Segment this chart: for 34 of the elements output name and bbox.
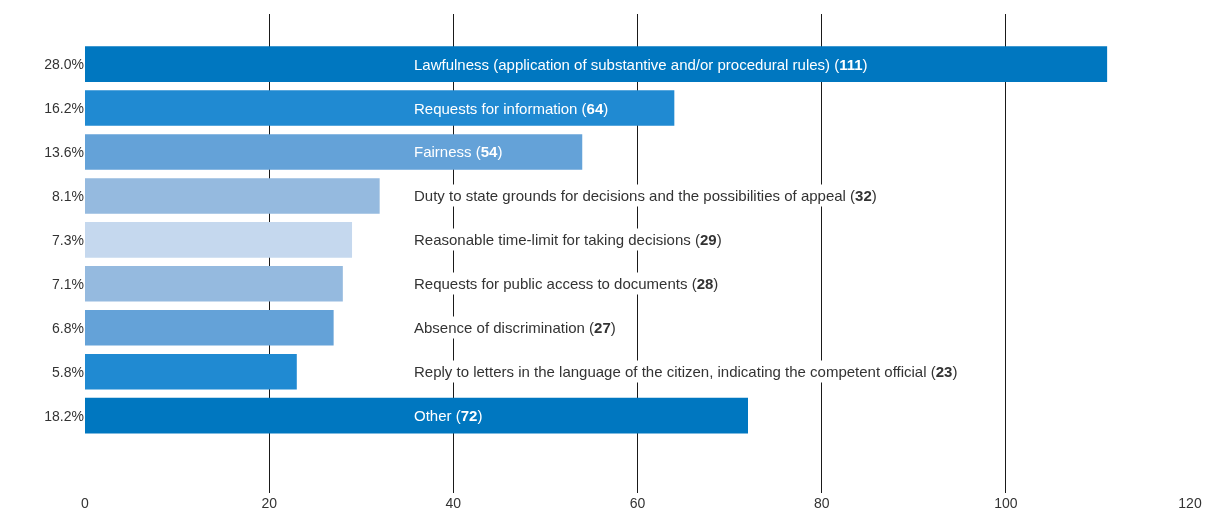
y-tick-label: 7.3% [52,231,84,248]
bar [85,309,334,346]
y-tick-label: 18.2% [44,407,84,424]
annotation: Absence of discrimination (27) [414,319,616,336]
annotation: Reasonable time-limit for taking decisions (29) [414,231,722,248]
annotation: Other (72) [414,407,483,424]
annotation: Requests for information (64) [414,100,609,117]
x-tick-label: 120 [1178,495,1202,511]
bar [85,397,748,434]
y-tick-label: 7.1% [52,275,84,292]
x-tick-label: 40 [445,495,462,511]
y-tick-label: 13.6% [44,143,84,160]
x-tick-label: 0 [81,495,90,511]
bar [85,222,353,258]
y-tick-label: 6.8% [52,319,84,336]
x-tick-label: 60 [629,495,646,511]
bar [85,90,675,126]
y-tick-label: 5.8% [52,363,84,380]
annotation: Requests for public access to documents (28) [414,275,719,292]
bar [85,266,343,302]
annotation: Lawfulness (application of substantive and/or procedural rules) (111) [414,56,868,73]
bar [85,46,1108,82]
y-tick-label: 16.2% [44,99,84,116]
bar [85,178,380,214]
bar [85,353,297,390]
x-tick-label: 80 [813,495,830,511]
x-tick-label: 20 [261,495,278,511]
y-tick-label: 28.0% [44,56,84,72]
annotation: Fairness (54) [414,143,503,160]
annotation: Duty to state grounds for decisions and the possibilities of appeal (32) [414,187,877,204]
x-tick-label: 100 [994,495,1018,511]
bar [85,134,583,170]
annotation: Reply to letters in the language of the citizen, indicating the competent official (23) [414,363,958,380]
y-tick-label: 8.1% [52,187,84,204]
